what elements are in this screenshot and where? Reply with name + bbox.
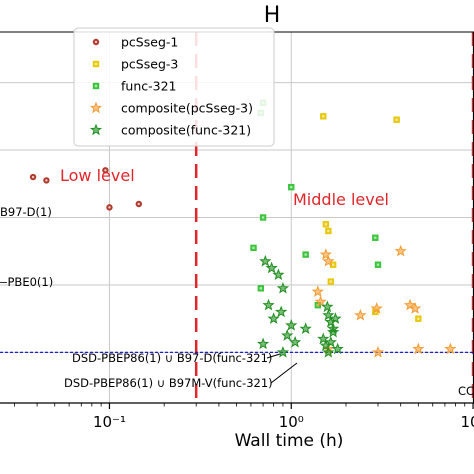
data-point xyxy=(393,116,400,123)
data-point xyxy=(29,173,37,181)
legend: pcSseg-1 pcSseg-3 func-321 composite(pcSseg… xyxy=(73,27,275,147)
legend-marker xyxy=(92,38,100,46)
data-point xyxy=(257,285,265,292)
data-point xyxy=(322,254,335,267)
data-point xyxy=(322,308,335,321)
data-point xyxy=(281,329,294,341)
annotation-b97d: B97-D(1) xyxy=(0,205,52,219)
data-point xyxy=(327,278,334,285)
data-point xyxy=(288,183,295,191)
data-point xyxy=(394,244,407,257)
data-point xyxy=(329,261,337,268)
region-label-middle: Middle level xyxy=(293,190,389,209)
data-point xyxy=(275,305,288,318)
data-point xyxy=(256,337,270,350)
series-pcSseg-1 xyxy=(29,167,142,211)
data-point xyxy=(250,244,257,252)
x-axis-label: Wall time (h) xyxy=(235,431,344,451)
data-point xyxy=(371,345,385,358)
series-composite(func-321) xyxy=(256,254,344,358)
data-point xyxy=(102,167,109,174)
data-point xyxy=(267,312,280,324)
x-tick-label: 10¹ xyxy=(461,413,474,431)
data-point xyxy=(319,248,332,260)
data-point xyxy=(299,322,312,335)
legend-label: pcSseg-1 xyxy=(121,35,178,50)
data-point xyxy=(135,200,142,208)
data-point xyxy=(311,285,324,297)
data-point xyxy=(262,298,275,311)
data-point xyxy=(288,335,302,348)
data-point xyxy=(325,227,332,235)
data-point xyxy=(320,113,327,120)
region-label-cc: CC xyxy=(458,384,474,398)
data-point xyxy=(322,221,330,228)
data-point xyxy=(317,332,330,345)
data-point xyxy=(374,261,382,268)
data-point xyxy=(408,302,422,314)
series-composite(pcSseg-3) xyxy=(311,244,457,358)
data-point xyxy=(444,342,457,355)
legend-label: pcSseg-3 xyxy=(121,57,178,72)
data-point xyxy=(415,315,422,322)
x-tick-label: 10⁰ xyxy=(279,413,304,431)
data-point xyxy=(327,325,340,338)
legend-label: composite(pcSseg-3) xyxy=(121,101,253,116)
annotations: Low level Middle level CC B97-D(1) —PBE0(1) D… xyxy=(0,166,474,398)
legend-marker xyxy=(89,123,103,136)
data-point xyxy=(372,234,379,241)
annotation-dsd-b97mv: DSD-PBEP86(1) ∪ B97M-V(func-321) xyxy=(64,376,273,390)
data-point xyxy=(331,342,344,355)
data-point xyxy=(265,261,278,274)
data-point xyxy=(276,281,290,294)
data-point xyxy=(329,312,342,324)
legend-box xyxy=(73,27,275,147)
region-label-low: Low level xyxy=(60,166,135,185)
data-point xyxy=(276,345,290,358)
data-point xyxy=(106,204,113,211)
chart-title: H xyxy=(264,3,281,28)
data-point xyxy=(285,319,298,331)
legend-marker xyxy=(92,82,100,90)
data-point xyxy=(324,335,337,348)
legend-label: func-321 xyxy=(121,79,177,94)
data-point xyxy=(314,295,327,308)
legend-marker xyxy=(92,60,100,68)
data-point xyxy=(259,254,272,267)
annotation-dsd-b97d: DSD-PBEP86(1) ∪ B97-D(func-321) xyxy=(72,351,272,365)
data-points xyxy=(29,99,457,358)
legend-label: composite(func-321) xyxy=(121,123,251,138)
data-point xyxy=(272,268,285,281)
data-point xyxy=(370,302,383,314)
data-point xyxy=(259,214,267,221)
data-point xyxy=(354,308,367,321)
x-tick-label: 10⁻¹ xyxy=(93,413,126,431)
annotation-pbe0: —PBE0(1) xyxy=(0,275,53,289)
data-point xyxy=(322,345,335,358)
annotation-arrow xyxy=(266,353,281,359)
annotation-arrow xyxy=(270,362,298,384)
data-point xyxy=(321,300,334,313)
data-point xyxy=(43,177,50,184)
data-point xyxy=(412,342,425,355)
data-point xyxy=(302,251,309,258)
legend-marker xyxy=(89,101,103,114)
